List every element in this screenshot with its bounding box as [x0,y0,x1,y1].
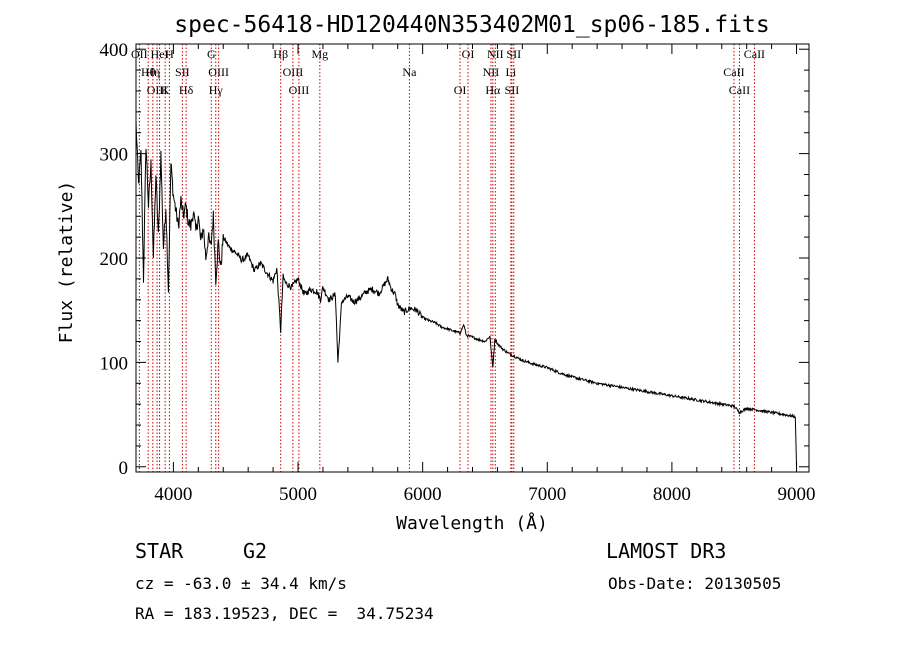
y-tick-label: 200 [100,249,129,270]
spectral-line-label: SII [505,83,520,97]
x-axis-label: Wavelength (Å) [396,512,548,534]
spectral-line-label: Hβ [273,47,288,61]
y-axis-ticks: 0 100 200 300 400 [100,40,809,479]
object-class: STAR [135,539,184,563]
plot-frame [135,43,810,473]
x-tick-label: 6000 [404,484,442,505]
y-axis-label: Flux (relative) [56,181,77,344]
spectrum-series-line [135,119,797,467]
spectral-line-label: OIII [147,83,168,97]
spectral-line-label: CaII [744,47,765,61]
spectral-line-label: K [161,83,170,97]
spectral-line-label: Hδ [179,83,194,97]
spectral-line-label: CaII [729,83,750,97]
spectral-line-labels: OIIHθOIIIHeIHηKHSIIHδGOIIIHγHβOIIIOIIIMg… [131,47,765,97]
survey-name: LAMOST DR3 [606,539,727,563]
x-tick-label: 4000 [154,484,192,505]
spectral-line-markers [138,44,755,472]
x-tick-label: 5000 [279,484,317,505]
spectral-line-label: OII [131,47,148,61]
spectral-line-label: OI [462,47,475,61]
spectral-line-label: Hγ [209,83,224,97]
y-tick-label: 0 [119,458,129,479]
spectral-line-label: Li [506,65,517,79]
x-tick-label: 8000 [653,484,691,505]
spectral-line-label: NII [483,65,500,79]
coordinates: RA = 183.19523, DEC = 34.75234 [135,604,434,623]
spectral-line-label: OIII [283,65,304,79]
spectral-line-label: OIII [289,83,310,97]
obs-date: Obs-Date: 20130505 [608,574,782,593]
spectral-line-label: Hα [485,83,501,97]
redshift-info: cz = -63.0 ± 34.4 km/s [135,574,347,593]
x-tick-label: 9000 [778,484,816,505]
spectral-line-label: Mg [311,47,328,61]
spectral-line-label: G [207,47,216,61]
y-tick-label: 400 [100,40,129,61]
spectral-line-label: H [165,47,174,61]
spectral-line-label: NII [487,47,504,61]
x-axis-ticks: 4000 5000 6000 7000 8000 9000 [154,44,816,505]
x-tick-label: 7000 [528,484,566,505]
spectral-line-label: OIII [208,65,229,79]
chart-title: spec-56418-HD120440N353402M01_sp06-185.f… [174,12,769,38]
object-subclass: G2 [243,539,268,563]
spectral-line-label: HeI [151,47,169,61]
y-tick-label: 100 [100,353,129,374]
spectral-line-label: SII [506,47,521,61]
spectral-line-label: Na [402,65,417,79]
spectral-line-label: Hθ [141,65,156,79]
spectral-line-label: CaII [723,65,744,79]
y-tick-label: 300 [100,145,129,166]
spectral-line-label: OI [454,83,467,97]
spectral-line-label: Hη [145,65,160,79]
spectral-line-label: SII [175,65,190,79]
